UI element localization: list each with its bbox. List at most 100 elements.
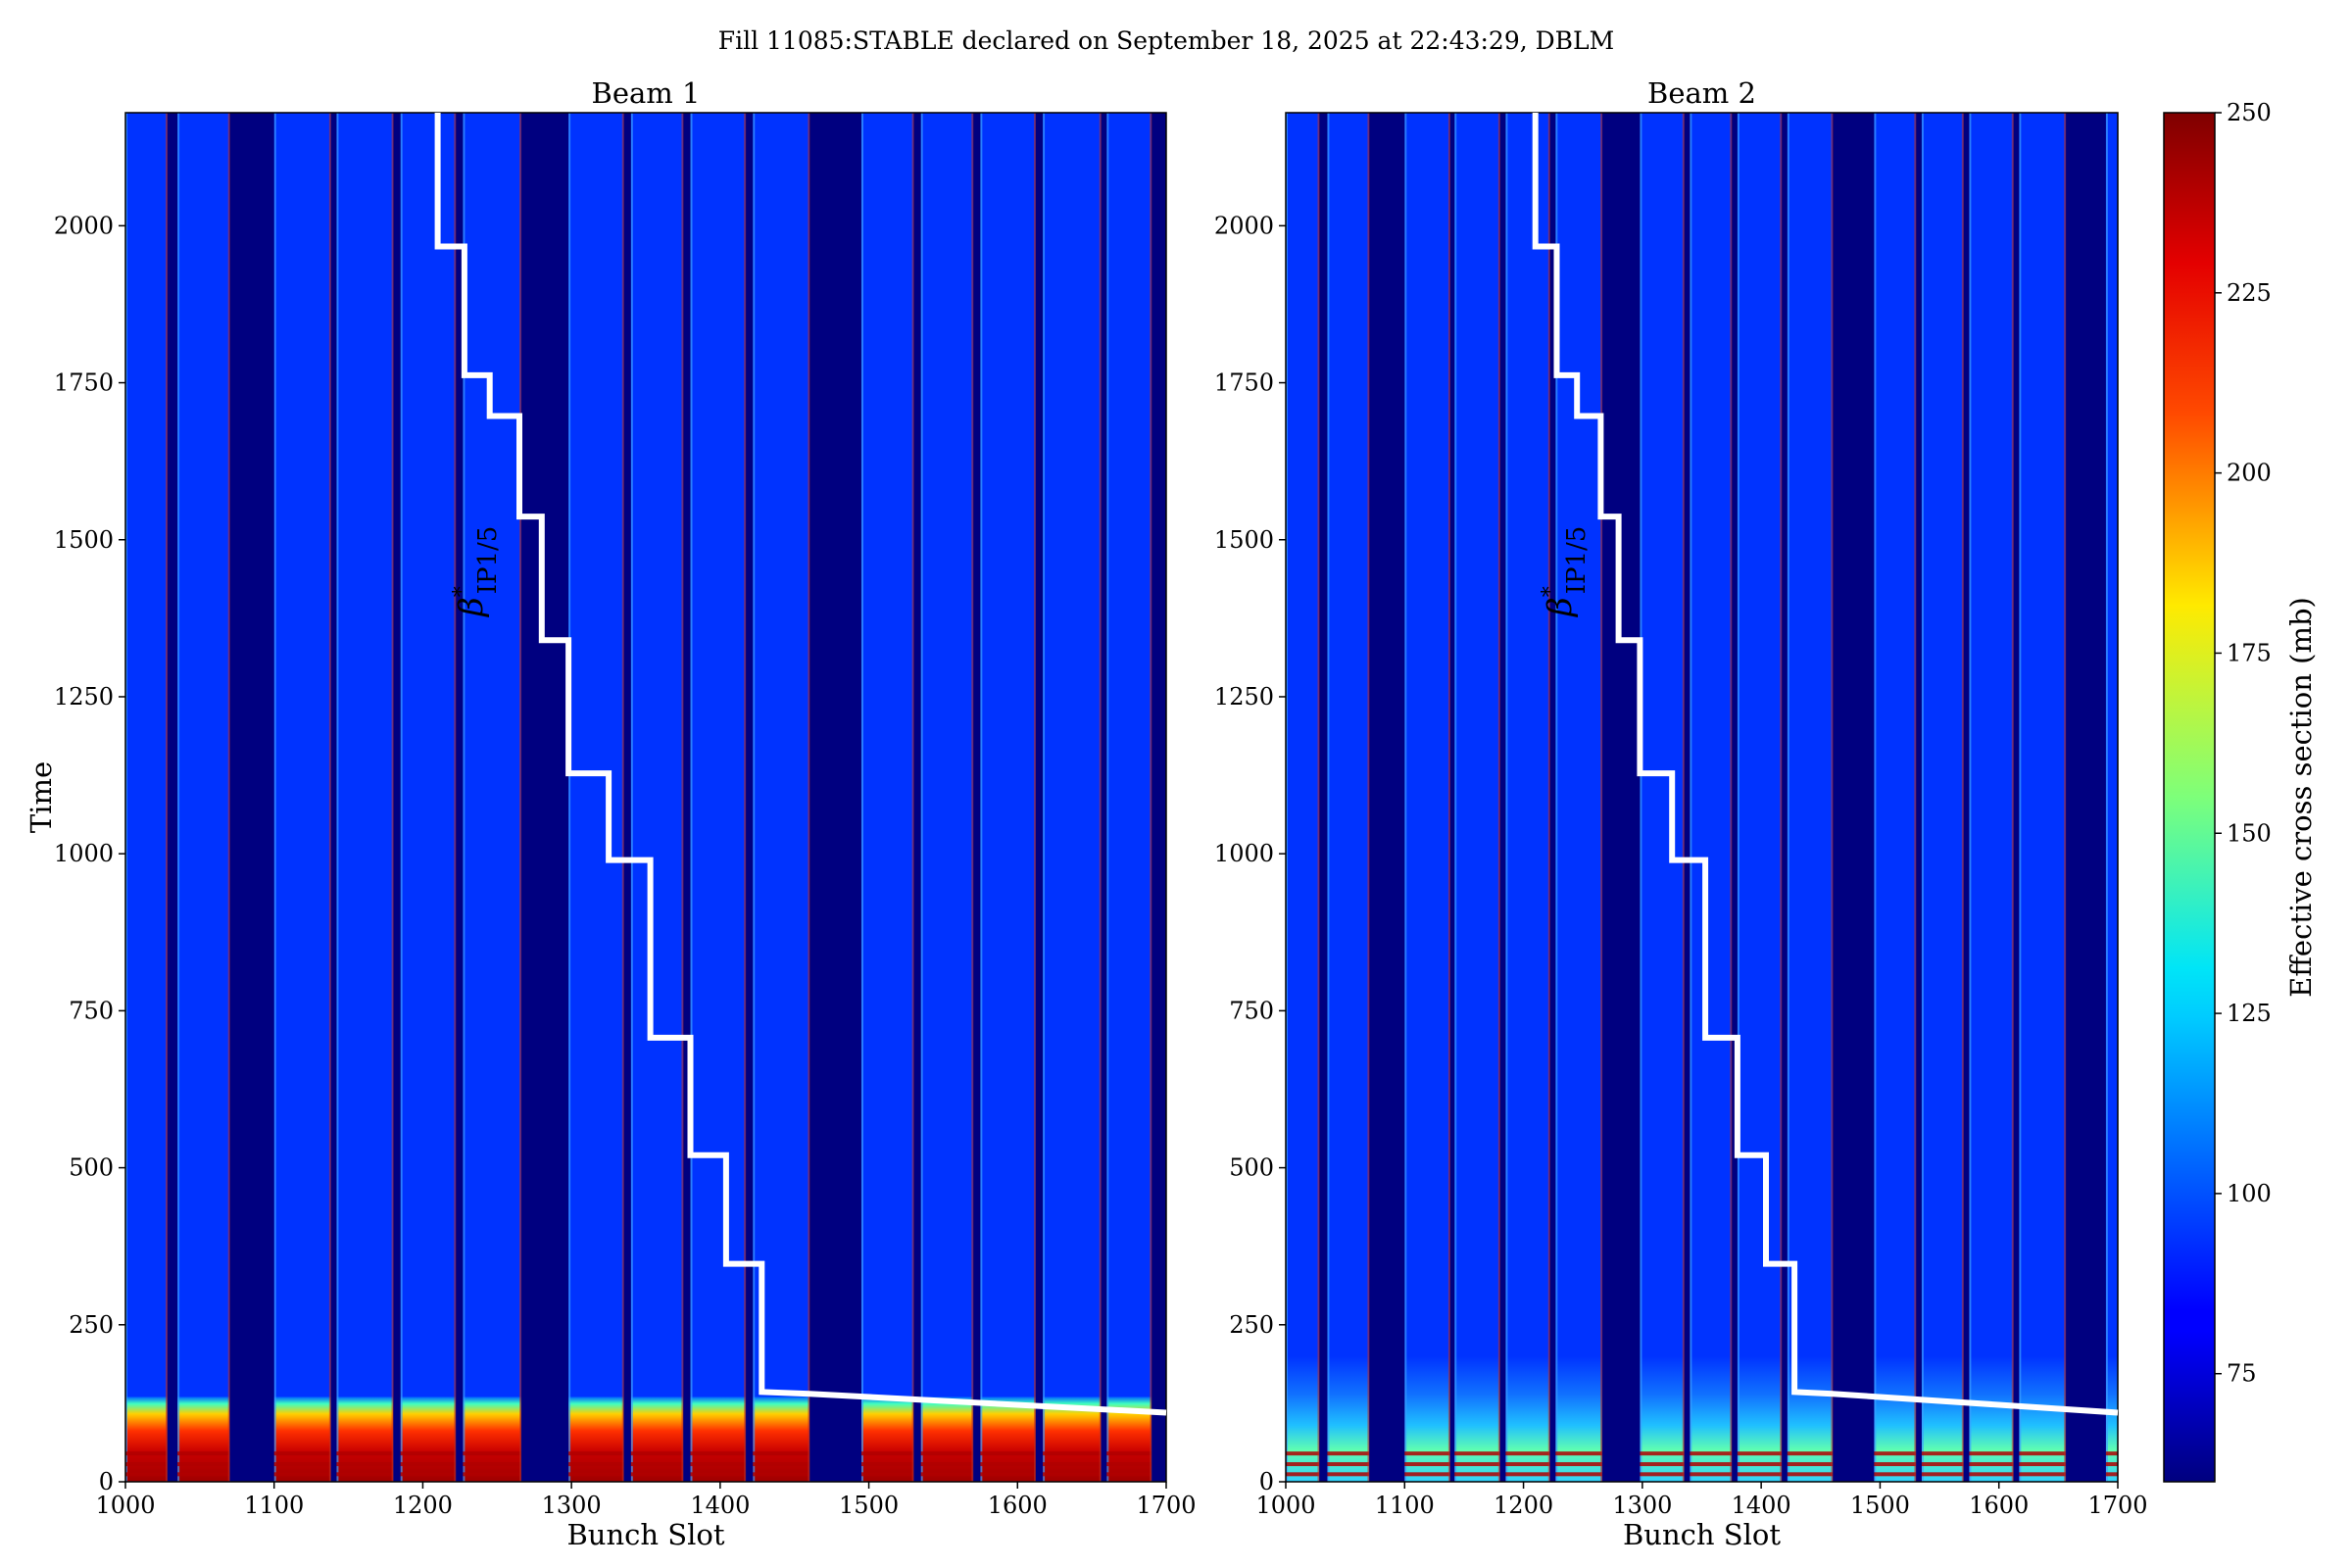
beam-2-panel: β*IP1/5 Beam 2 Bunch Slot 1000 1100 1200 13… [1214,76,2148,1551]
beta-symbol: β [1541,597,1580,618]
y-tick-label: 2000 [54,212,114,239]
train-tail-line [519,113,522,1482]
beam-1-panel: β*IP1/5 Beam 1 Bunch Slot Time 1000 1100 1… [24,76,1197,1551]
train-edge [630,113,633,1482]
empty-slot-band [1101,113,1107,1482]
empty-slot-band [1963,113,1970,1482]
train-tail-line [1547,113,1550,1482]
train-start-losses [1737,1355,1782,1482]
train-start-losses [690,1396,746,1482]
train-start-losses [1874,1355,1916,1482]
y-tick-label: 250 [1229,1311,1274,1339]
train-edge [1555,113,1558,1482]
train-start-losses [1505,1355,1550,1482]
empty-slot-band [1915,113,1922,1482]
heatmap-background [125,113,1166,1482]
train-edge [1921,113,1924,1482]
colorbar-tick-label: 175 [2227,639,2272,666]
x-tick-label: 1000 [1255,1492,1315,1519]
beta-symbol: β [452,597,491,618]
beta-superscript: * [450,586,474,597]
train-start-losses [273,1396,331,1482]
plot-frame [1285,112,2119,1483]
y-tick-label: 750 [69,997,114,1024]
loss-band [1286,1472,2118,1477]
figure-title: Fill 11085:STABLE declared on September … [718,26,1615,55]
empty-slot-band [2065,113,2106,1482]
train-tail-line [328,113,331,1482]
train-edge [1043,113,1046,1482]
x-tick-label: 1000 [95,1492,155,1519]
y-tick-label: 1000 [1214,840,1274,867]
empty-slot-band [1151,113,1166,1482]
loss-band [125,1472,1166,1477]
beta-star-line [434,113,1167,1416]
colorbar-ticks: 75 100 125 150 175 200 225 250 [2215,99,2272,1388]
train-tail-line [621,113,624,1482]
empty-slot-band [455,113,464,1482]
y-tick-label: 1750 [54,369,114,397]
train-tail-line [1682,113,1685,1482]
train-start-losses [336,1396,394,1482]
empty-slot-band [913,113,921,1482]
train-start-losses [630,1396,683,1482]
train-start-losses [177,1396,230,1482]
empty-slot-band [520,113,569,1482]
train-tail-line [1831,113,1834,1482]
train-edge [336,113,339,1482]
x-tick-label: 1400 [1732,1492,1791,1519]
train-start-losses [980,1396,1036,1482]
train-tail-line [1317,113,1320,1482]
beam-1-heatmap [125,113,1166,1482]
empty-slot-band [1318,113,1328,1482]
y-tick-label: 2000 [1214,212,1274,239]
empty-slot-band [1368,113,1405,1482]
train-start-losses [2105,1355,2118,1482]
beta-subscript: IP1/5 [1562,526,1592,595]
beta-star-line [1532,113,2119,1416]
train-tail-line [1150,113,1152,1482]
empty-slot-band [330,113,337,1482]
train-start-losses [1969,1355,2014,1482]
x-tick-label: 1100 [244,1492,304,1519]
x-tick-label: 1700 [2087,1492,2147,1519]
x-tick-label: 1600 [988,1492,1048,1519]
empty-slot-band [1781,113,1788,1482]
y-tick-label: 0 [99,1468,114,1495]
train-edge [1404,113,1407,1482]
y-tick-label: 500 [69,1154,114,1182]
empty-slot-band [682,113,691,1482]
train-edge [980,113,983,1482]
beta-star-annotation: β*IP1/5 [1539,526,1592,618]
train-start-losses [1286,1355,1319,1482]
empty-slot-band [1035,113,1044,1482]
train-edge [860,113,863,1482]
x-tick-label: 1700 [1136,1492,1196,1519]
y-tick-label: 250 [69,1311,114,1339]
train-tail-line [2064,113,2067,1482]
train-tail-line [1730,113,1733,1482]
train-edge [463,113,466,1482]
empty-slot-band [1449,113,1455,1482]
train-start-losses [920,1396,973,1482]
train-start-losses [1640,1355,1685,1482]
train-edge [1454,113,1457,1482]
x-tick-label: 1500 [839,1492,899,1519]
y-tick-label: 0 [1259,1468,1274,1495]
empty-slot-band [1832,113,1875,1482]
colorbar: 75 100 125 150 175 200 225 250 Effective cross … [2163,99,2318,1483]
colorbar-tick-label: 100 [2227,1180,2272,1207]
train-start-losses [1327,1355,1369,1482]
train-start-losses [125,1396,168,1482]
x-tick-label: 1100 [1375,1492,1435,1519]
train-tail-line [744,113,747,1482]
heatmap-background [1286,113,2118,1482]
train-edge [2019,113,2022,1482]
colorbar-gradient [2163,112,2216,1483]
train-tail-line [911,113,914,1482]
beam-1-title: Beam 1 [592,76,701,110]
train-start-losses [1690,1355,1732,1482]
empty-slot-band [2013,113,2020,1482]
beta-star-annotation: β*IP1/5 [450,526,503,618]
